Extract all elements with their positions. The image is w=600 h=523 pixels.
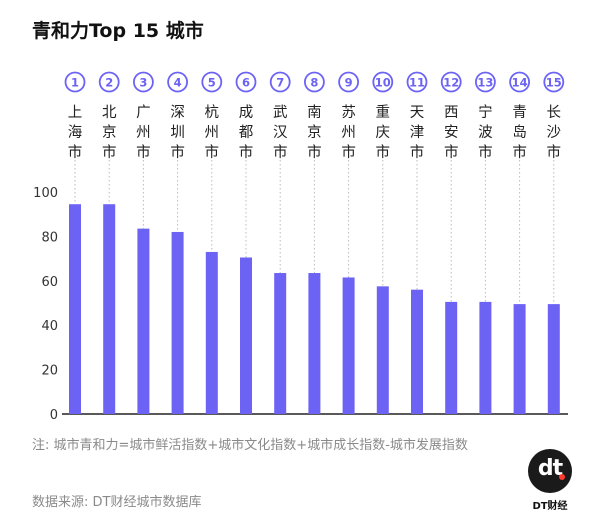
rank-number: 10: [375, 76, 391, 90]
rank-number: 8: [310, 76, 318, 90]
bar: [137, 228, 150, 414]
chart-note: 注: 城市青和力=城市鲜活指数+城市文化指数+城市成长指数-城市发展指数: [32, 438, 468, 453]
rank-number: 7: [276, 76, 284, 90]
rank-circle: [440, 71, 462, 93]
rank-number: 12: [443, 76, 459, 90]
rank-circle: [132, 71, 154, 93]
city-label: 青岛市: [512, 104, 527, 161]
city-label: 苏州市: [341, 104, 356, 161]
rank-circle: [303, 71, 325, 93]
rank-circle: [372, 71, 394, 93]
rank-number: 11: [409, 76, 425, 90]
city-label: 广州市: [136, 104, 151, 161]
rank-circle: [406, 71, 428, 93]
rank-number: 5: [208, 76, 216, 90]
bar: [240, 257, 252, 414]
bar: [308, 273, 321, 414]
y-tick-label: 80: [41, 230, 58, 245]
logo-dot: [559, 474, 565, 480]
y-tick-label: 100: [33, 186, 58, 201]
city-label: 天津市: [410, 105, 425, 161]
bar-chart: 0 20 40 60 80 100 1 上海市 2 北京市 3 广州市 4 深圳市 5 杭州市 6 成都市 7 武汉市…: [33, 71, 568, 423]
bar: [171, 231, 184, 414]
city-label: 杭州市: [205, 104, 220, 161]
city-label: 重庆市: [376, 104, 391, 161]
rank-circle: [235, 71, 257, 93]
city-label: 成都市: [239, 104, 254, 161]
rank-circle: [338, 71, 360, 93]
rank-number: 3: [139, 76, 147, 90]
chart-title: 青和力Top 15 城市: [32, 20, 204, 42]
bar: [342, 277, 355, 414]
city-label: 长沙市: [547, 104, 562, 161]
data-source: 数据来源: DT财经城市数据库: [32, 495, 202, 510]
bar: [547, 304, 560, 414]
rank-circle: [98, 71, 120, 93]
city-label: 北京市: [102, 104, 117, 161]
y-tick-label: 0: [50, 408, 58, 423]
bar: [376, 286, 389, 414]
rank-circle: [201, 71, 223, 93]
rank-circle: [167, 71, 189, 93]
brand-name: DT财经: [532, 501, 568, 512]
bar: [513, 304, 526, 414]
rank-number: 6: [242, 76, 250, 90]
y-tick-label: 20: [41, 364, 58, 379]
rank-circle: [543, 71, 565, 93]
rank-circle: [474, 71, 496, 93]
bar: [103, 204, 116, 414]
city-label: 西安市: [444, 105, 459, 161]
city-label: 南京市: [307, 104, 322, 161]
dt-logo: dt: [528, 449, 572, 493]
rank-circle: [269, 71, 291, 93]
bar: [205, 251, 218, 414]
city-label: 深圳市: [170, 104, 185, 161]
rank-number: 4: [174, 76, 182, 90]
rank-number: 14: [512, 76, 528, 90]
bar: [411, 289, 423, 414]
y-tick-label: 40: [41, 319, 58, 334]
rank-number: 9: [345, 76, 353, 90]
city-label: 上海市: [68, 104, 83, 161]
city-label: 宁波市: [478, 104, 493, 161]
rank-circle: [64, 71, 86, 93]
bar: [274, 273, 287, 414]
y-tick-label: 60: [41, 275, 58, 290]
rank-number: 15: [546, 76, 562, 90]
bar: [69, 204, 81, 414]
rank-number: 2: [105, 76, 113, 90]
city-label: 武汉市: [273, 104, 288, 161]
rank-circle: [509, 71, 530, 93]
logo-text: dt: [537, 456, 563, 481]
rank-number: 1: [71, 76, 79, 90]
rank-number: 13: [477, 76, 493, 90]
bar: [479, 301, 492, 414]
bar: [445, 301, 458, 414]
